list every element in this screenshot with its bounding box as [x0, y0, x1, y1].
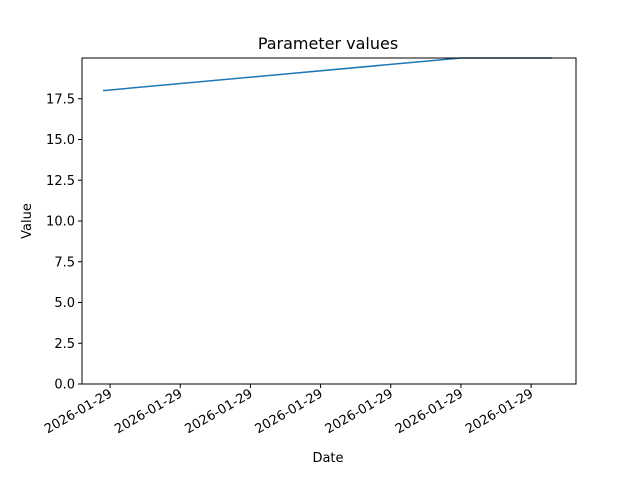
- y-tick-label: 2.5: [54, 337, 75, 352]
- plot-frame: [81, 57, 577, 385]
- y-tick-label: 0.0: [54, 378, 75, 393]
- y-axis-label: Value: [20, 203, 35, 239]
- x-axis-label: Date: [312, 451, 343, 466]
- y-tick-label: 12.5: [46, 174, 75, 189]
- y-tick-label: 7.5: [54, 255, 75, 270]
- y-tick-label: 5.0: [54, 296, 75, 311]
- y-tick-label: 10.0: [46, 215, 75, 230]
- y-tick-label: 15.0: [46, 133, 75, 148]
- chart-title: Parameter values: [258, 34, 398, 53]
- y-tick-label: 17.5: [46, 92, 75, 107]
